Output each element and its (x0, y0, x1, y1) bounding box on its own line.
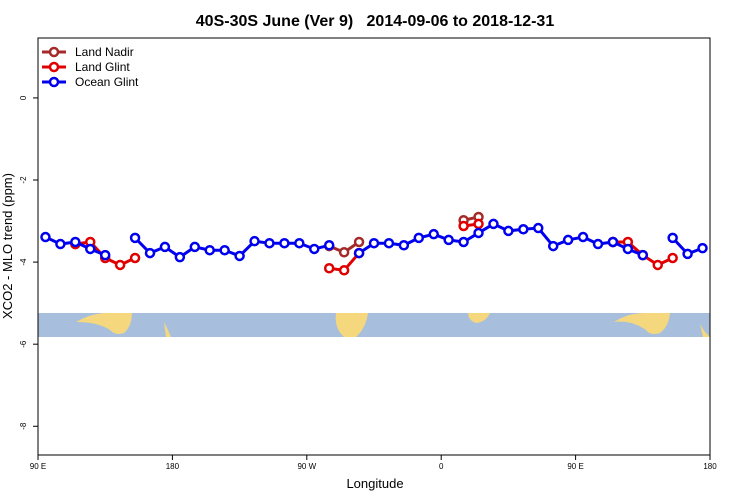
legend-marker (48, 61, 60, 73)
x-tick-label: 90 E (567, 462, 583, 471)
legend-label: Ocean Glint (75, 75, 139, 89)
point (652, 259, 663, 271)
point (40, 231, 51, 243)
point (383, 237, 395, 249)
x-axis-label: Longitude (346, 476, 403, 491)
point (114, 259, 126, 271)
x-tick-label: 90 W (297, 462, 316, 471)
point (219, 244, 230, 256)
ocean (38, 313, 710, 337)
point (99, 249, 111, 261)
y-axis-label: XCO2 - MLO trend (ppm) (0, 173, 15, 319)
point (577, 231, 589, 243)
land (614, 313, 670, 334)
point (562, 234, 574, 246)
point (85, 243, 96, 255)
point (204, 244, 215, 256)
point (458, 220, 469, 232)
point (458, 236, 469, 248)
point (443, 234, 454, 246)
y-tick-label: -8 (19, 422, 28, 430)
point (488, 218, 499, 230)
point (353, 247, 365, 259)
point (398, 240, 410, 251)
point (667, 232, 678, 244)
point (637, 249, 649, 261)
point (264, 237, 275, 249)
point (249, 235, 260, 247)
point (682, 248, 693, 260)
point (368, 237, 380, 249)
point (234, 250, 245, 262)
legend-marker (48, 46, 60, 58)
y-tick-label: -6 (19, 340, 28, 348)
point (129, 252, 141, 264)
plot-frame (37, 37, 711, 456)
y-tick-label: -4 (19, 258, 28, 266)
point (413, 232, 425, 244)
point (323, 240, 335, 251)
point (533, 222, 544, 234)
point (323, 263, 335, 274)
x-tick-label: 180 (703, 462, 717, 471)
legend-label: Land Nadir (75, 45, 134, 59)
point (607, 236, 619, 248)
point (503, 225, 514, 237)
y-tick-label: 0 (19, 95, 28, 100)
point (129, 232, 141, 244)
x-tick-label: 90 E (30, 462, 46, 471)
point (518, 224, 529, 235)
chart-title: 40S-30S June (Ver 9) 2014-09-06 to 2018-… (196, 13, 555, 30)
land (164, 322, 171, 337)
map-band (38, 313, 710, 337)
point (279, 237, 290, 249)
point (428, 228, 439, 240)
land (700, 324, 710, 337)
point (55, 238, 66, 250)
point (338, 265, 350, 276)
point (547, 240, 559, 252)
land (335, 313, 368, 337)
point (353, 236, 365, 248)
point (473, 218, 484, 230)
point (622, 243, 634, 255)
point (159, 241, 171, 253)
point (338, 246, 350, 258)
legend-marker (48, 76, 60, 88)
point (294, 237, 305, 249)
point (174, 251, 186, 263)
legend-label: Land Glint (75, 60, 130, 74)
point (144, 247, 156, 259)
land (76, 313, 132, 334)
point (189, 241, 201, 253)
point (309, 243, 320, 255)
point (70, 236, 81, 248)
point (667, 252, 678, 264)
y-tick-label: -2 (19, 176, 28, 184)
point (592, 238, 604, 250)
point (697, 242, 708, 254)
point (473, 227, 484, 239)
x-tick-label: 0 (439, 462, 444, 471)
land (468, 313, 490, 323)
x-tick-label: 180 (166, 462, 180, 471)
